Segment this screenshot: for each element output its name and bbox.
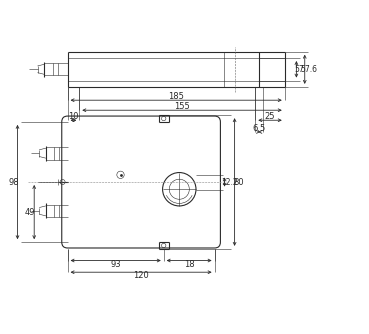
Text: 25: 25 [265,112,275,121]
Text: 57.6: 57.6 [300,65,317,74]
Text: 120: 120 [133,272,149,280]
Text: 185: 185 [168,92,184,101]
Text: 18: 18 [184,260,194,269]
Text: 49: 49 [25,208,35,216]
Text: 12.2: 12.2 [222,178,238,186]
Text: 57: 57 [295,65,304,74]
Text: 93: 93 [110,260,121,269]
Text: 10: 10 [68,112,79,121]
Text: 80: 80 [234,178,244,186]
Text: 6.5: 6.5 [252,124,266,133]
Text: 155: 155 [174,102,190,111]
Text: 98: 98 [8,178,19,186]
